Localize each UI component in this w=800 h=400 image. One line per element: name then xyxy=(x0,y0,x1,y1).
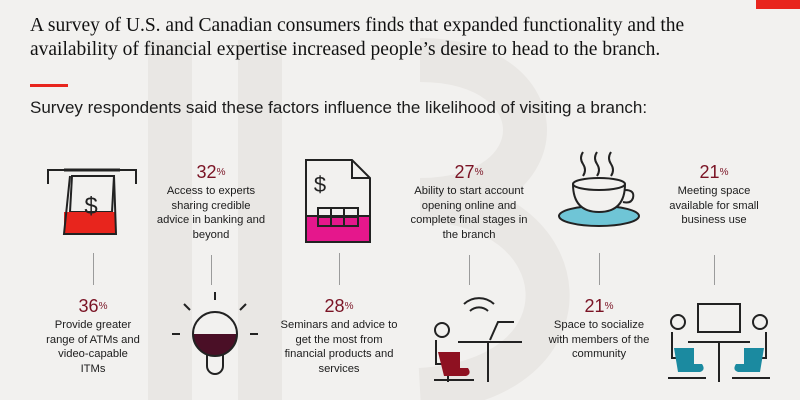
stat-atms: 36% Provide greater range of ATMs and vi… xyxy=(18,296,168,376)
stat-experts-label: Access to experts sharing credible advic… xyxy=(156,185,266,241)
stat-experts-percent: 32% xyxy=(196,162,226,182)
dollar-sign: $ xyxy=(84,193,97,220)
corner-accent xyxy=(756,0,800,9)
stat-experts: 32% Access to experts sharing credible a… xyxy=(136,162,286,242)
atm-receipt-icon: $ xyxy=(47,168,137,235)
document-icon: $ xyxy=(305,159,371,243)
stat-socialize-percent: 21% xyxy=(584,296,614,316)
document-dollar-sign: $ xyxy=(314,172,326,197)
stat-meeting-space-percent: 21% xyxy=(699,162,729,182)
page-title: A survey of U.S. and Canadian consumers … xyxy=(30,15,685,60)
stat-meeting-space: 21% Meeting space available for small bu… xyxy=(639,162,789,228)
stat-seminars-percent: 28% xyxy=(324,296,354,316)
connector-line-4 xyxy=(469,255,470,285)
connector-line-5 xyxy=(599,253,600,285)
stat-account-opening-percent: 27% xyxy=(454,162,484,182)
connector-line-3 xyxy=(339,253,340,285)
stat-seminars: 28% Seminars and advice to get the most … xyxy=(264,296,414,376)
stat-atms-percent: 36% xyxy=(78,296,108,316)
connector-line-2 xyxy=(211,255,212,285)
stat-atms-label: Provide greater range of ATMs and video-… xyxy=(46,319,140,375)
coffee-cup-icon xyxy=(558,151,640,227)
connector-line-6 xyxy=(714,255,715,285)
stat-meeting-space-label: Meeting space available for small busine… xyxy=(669,185,759,226)
stat-socialize: 21% Space to socialize with members of t… xyxy=(524,296,674,362)
page-subtitle: Survey respondents said these factors in… xyxy=(30,98,648,117)
meeting-icon xyxy=(668,303,770,382)
stat-seminars-label: Seminars and advice to get the most from… xyxy=(280,319,398,375)
lightbulb-icon xyxy=(172,292,258,375)
connector-line-1 xyxy=(93,253,94,285)
stat-socialize-label: Space to socialize with members of the c… xyxy=(548,319,650,360)
stat-account-opening-label: Ability to start account opening online … xyxy=(410,185,528,241)
stat-account-opening: 27% Ability to start account opening onl… xyxy=(394,162,544,242)
title-rule xyxy=(30,84,68,87)
person-laptop-icon xyxy=(434,297,522,382)
